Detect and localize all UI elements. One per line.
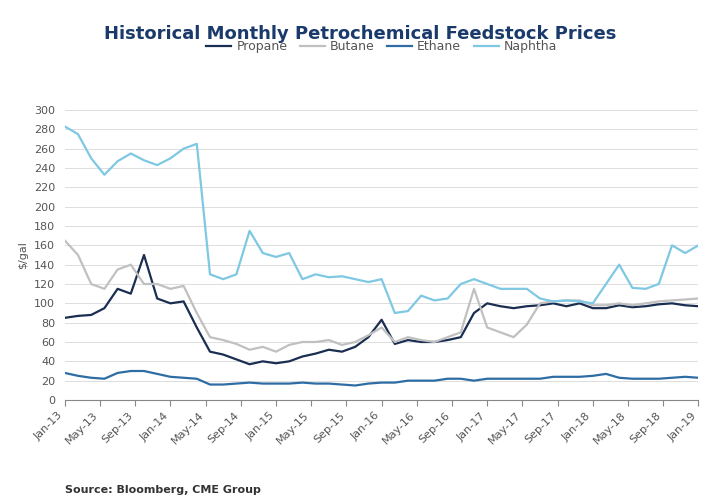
- Legend: Propane, Butane, Ethane, Naphtha: Propane, Butane, Ethane, Naphtha: [202, 35, 562, 58]
- Text: Source: Bloomberg, CME Group: Source: Bloomberg, CME Group: [65, 485, 261, 495]
- Text: Historical Monthly Petrochemical Feedstock Prices: Historical Monthly Petrochemical Feedsto…: [104, 25, 616, 43]
- Y-axis label: $/gal: $/gal: [18, 241, 28, 269]
